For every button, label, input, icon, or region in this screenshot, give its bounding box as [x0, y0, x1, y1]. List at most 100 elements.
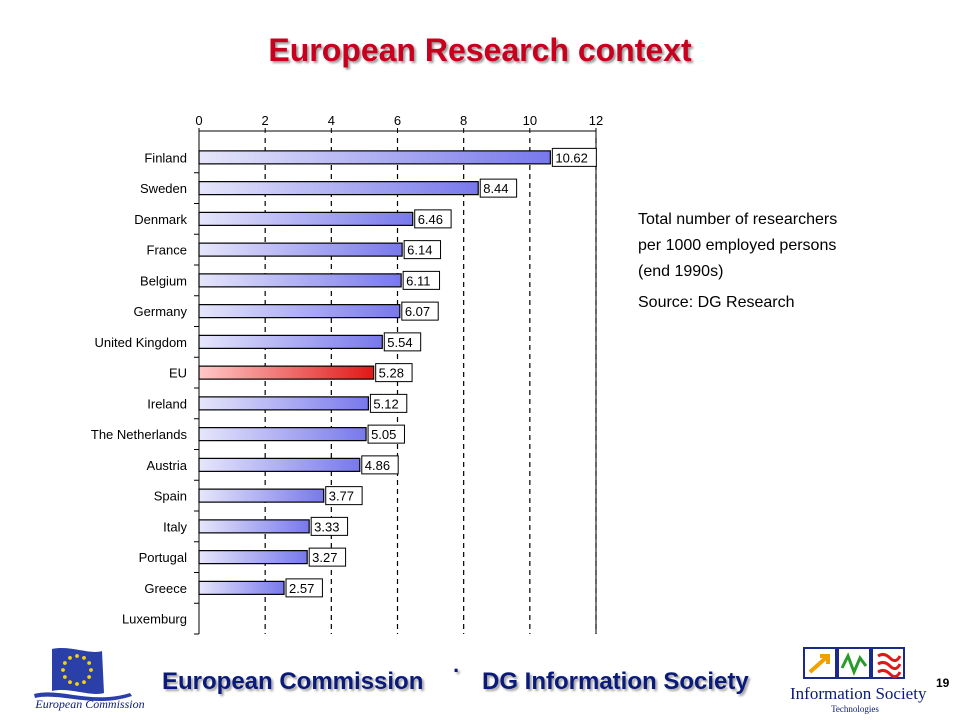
- eu-star: [87, 661, 92, 665]
- footer-separator: ·: [453, 658, 461, 683]
- bar: [198, 273, 402, 288]
- x-tick-label: 12: [589, 113, 603, 128]
- category-label: Germany: [134, 304, 188, 319]
- data-label-box: [308, 547, 347, 567]
- data-label-box: [325, 486, 363, 506]
- source-note: Source: DG Research: [638, 294, 795, 311]
- eu-star: [87, 675, 92, 679]
- data-label-box: [367, 424, 405, 444]
- bar-highlight: [198, 365, 375, 380]
- bar: [198, 457, 361, 472]
- bar: [198, 519, 310, 534]
- data-label-box: [403, 240, 442, 260]
- data-label: 8.44: [483, 181, 508, 196]
- data-labels: 10.62 8.44 6.46 6.14 6.11 6.07 5.54 5.28 5.12 5.0…: [285, 147, 597, 598]
- slide-title: European Research context: [268, 32, 692, 68]
- category-label: Luxemburg: [122, 612, 187, 627]
- category-label: Portugal: [139, 550, 188, 565]
- category-label: Finland: [144, 150, 187, 165]
- category-label: Italy: [163, 519, 187, 534]
- eu-star: [68, 655, 72, 660]
- data-label-box: [369, 393, 408, 413]
- data-label: 4.86: [365, 458, 390, 473]
- page-number: 19: [936, 676, 950, 690]
- x-tick-labels: 0 2 4 6 8 10 12: [195, 113, 603, 128]
- data-label-box: [479, 178, 518, 198]
- data-label: 5.28: [379, 366, 404, 381]
- category-label: Denmark: [134, 212, 187, 227]
- information-society-logo: [803, 647, 905, 679]
- data-label: 5.05: [371, 427, 396, 442]
- x-tick-label: 0: [195, 113, 202, 128]
- x-tick-label: 10: [523, 113, 537, 128]
- data-label: 6.14: [407, 243, 432, 258]
- bar: [198, 488, 325, 503]
- bar: [198, 334, 383, 349]
- eu-star: [75, 654, 79, 658]
- bar: [198, 150, 551, 165]
- eu-star: [68, 680, 72, 685]
- data-label: 10.62: [555, 150, 588, 165]
- data-label-box: [402, 270, 441, 290]
- european-commission-logo: [34, 648, 132, 702]
- data-label-box: [361, 455, 399, 475]
- data-label-box: [383, 332, 422, 352]
- footer-dg-text: DG Information Society: [482, 668, 749, 695]
- researchers-bar-chart: 0 2 4 6 8 10 12 Finland Sweden Denmark France Belg…: [91, 113, 603, 635]
- slide-footer: European Commission · DG Information Soc…: [0, 658, 960, 704]
- category-label: Belgium: [140, 273, 187, 288]
- bar: [198, 211, 414, 226]
- eu-star: [75, 682, 79, 686]
- data-label: 5.12: [373, 396, 398, 411]
- category-labels: Finland Sweden Denmark France Belgium Germany…: [91, 150, 188, 626]
- description-line-3: (end 1990s): [638, 263, 724, 280]
- eu-star: [82, 680, 86, 685]
- x-tick-label: 6: [394, 113, 401, 128]
- bar: [198, 242, 403, 257]
- data-label: 3.33: [314, 519, 339, 534]
- bar: [198, 427, 367, 442]
- chart-description: Total number of researchers per 1000 emp…: [638, 207, 878, 316]
- category-label: Austria: [147, 458, 188, 473]
- category-label: Sweden: [140, 181, 187, 196]
- bar: [198, 396, 369, 411]
- data-label: 6.11: [406, 273, 430, 288]
- bar: [198, 550, 308, 565]
- data-label-box: [414, 209, 452, 229]
- eu-star: [89, 668, 93, 672]
- is-logo-subtitle: Technologies: [831, 704, 879, 714]
- data-label-box: [551, 147, 597, 167]
- bar: [198, 304, 401, 319]
- x-tick-label: 2: [262, 113, 269, 128]
- bar: [198, 181, 479, 196]
- category-label: Greece: [144, 581, 187, 596]
- category-label: United Kingdom: [95, 335, 188, 350]
- is-logo-name: Information Society: [790, 684, 927, 703]
- data-label: 2.57: [289, 581, 314, 596]
- x-tick-label: 8: [460, 113, 467, 128]
- x-tick-label: 4: [328, 113, 335, 128]
- bar: [198, 580, 285, 595]
- ec-logo-caption: European Commission: [35, 697, 145, 711]
- data-label-box: [401, 301, 439, 321]
- data-label-box: [285, 578, 323, 598]
- category-label: The Netherlands: [91, 427, 188, 442]
- eu-star: [62, 661, 67, 665]
- category-label: EU: [169, 366, 187, 381]
- data-label: 3.27: [312, 550, 337, 565]
- data-label: 3.77: [329, 489, 354, 504]
- eu-star: [82, 655, 86, 660]
- category-label: Spain: [154, 489, 187, 504]
- data-label: 6.46: [418, 212, 443, 227]
- data-label: 6.07: [405, 304, 430, 319]
- eu-star: [62, 675, 67, 679]
- data-label-box: [310, 516, 349, 536]
- category-label: Ireland: [147, 396, 187, 411]
- footer-commission-text: European Commission: [162, 668, 424, 695]
- data-label: 5.54: [387, 335, 412, 350]
- data-label-box: [375, 363, 413, 383]
- bars: [198, 150, 551, 595]
- description-line-2: per 1000 employed persons: [638, 237, 837, 254]
- category-label: France: [147, 243, 187, 258]
- eu-star: [61, 668, 65, 672]
